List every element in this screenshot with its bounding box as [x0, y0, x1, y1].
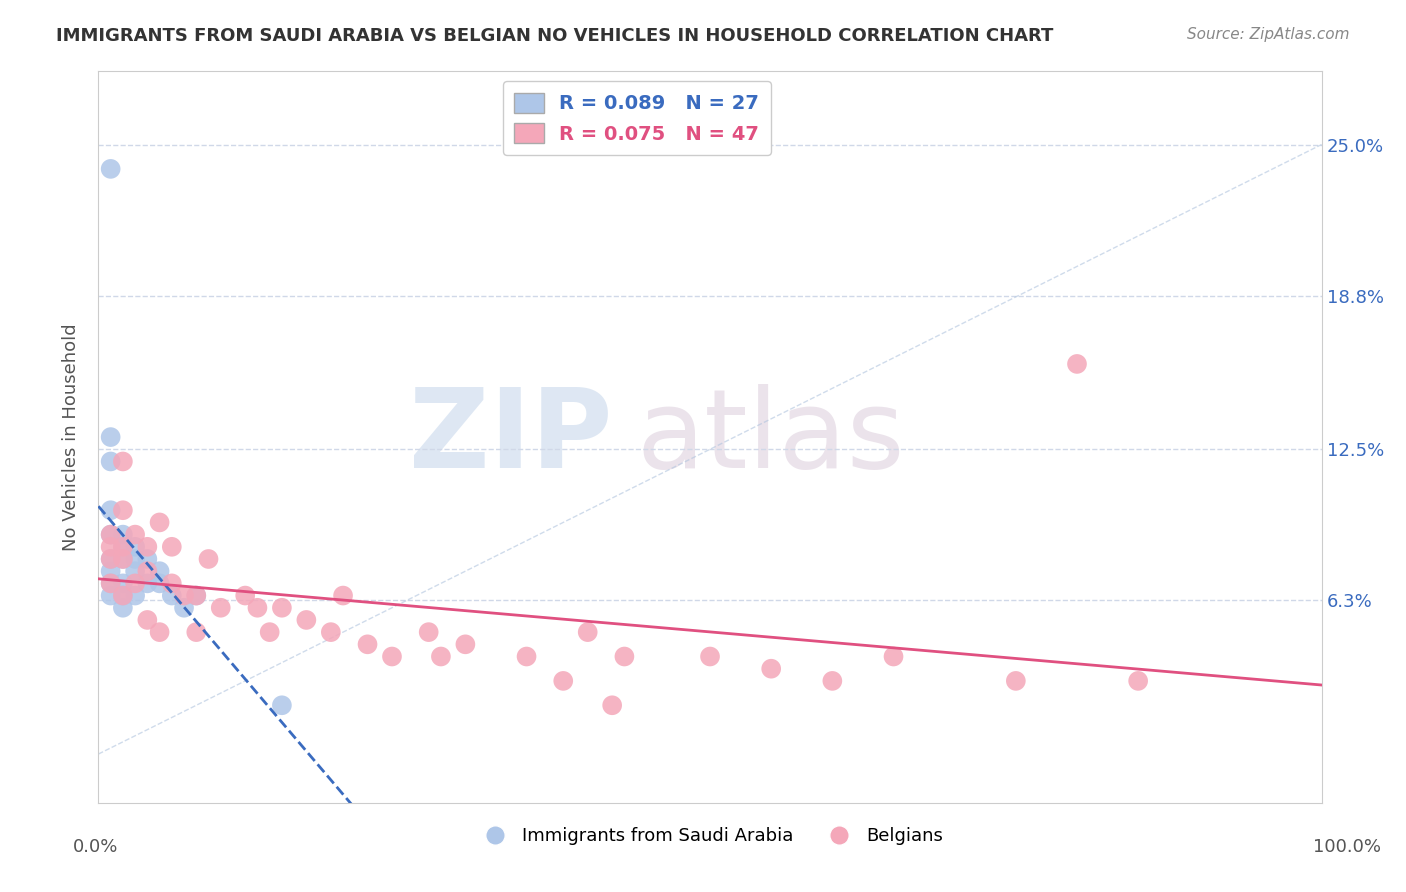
- Point: [124, 589, 146, 603]
- Point: [100, 161, 122, 176]
- Point: [160, 589, 183, 603]
- Point: [246, 600, 269, 615]
- Text: 0.0%: 0.0%: [73, 838, 118, 855]
- Point: [136, 576, 159, 591]
- Point: [149, 564, 172, 578]
- Point: [100, 540, 122, 554]
- Point: [233, 589, 256, 603]
- Point: [553, 673, 575, 688]
- Point: [111, 552, 134, 566]
- Point: [100, 430, 122, 444]
- Point: [100, 589, 122, 603]
- Point: [173, 589, 195, 603]
- Text: IMMIGRANTS FROM SAUDI ARABIA VS BELGIAN NO VEHICLES IN HOUSEHOLD CORRELATION CHA: IMMIGRANTS FROM SAUDI ARABIA VS BELGIAN …: [56, 27, 1053, 45]
- Point: [186, 625, 208, 640]
- Point: [136, 552, 159, 566]
- Point: [1066, 357, 1088, 371]
- Point: [100, 576, 122, 591]
- Point: [136, 613, 159, 627]
- Point: [124, 540, 146, 554]
- Point: [883, 649, 905, 664]
- Point: [197, 552, 219, 566]
- Point: [430, 649, 453, 664]
- Text: 100.0%: 100.0%: [1313, 838, 1381, 855]
- Legend: Immigrants from Saudi Arabia, Belgians: Immigrants from Saudi Arabia, Belgians: [470, 820, 950, 852]
- Point: [124, 576, 146, 591]
- Point: [332, 589, 354, 603]
- Point: [259, 625, 281, 640]
- Point: [173, 600, 195, 615]
- Point: [454, 637, 477, 651]
- Point: [111, 600, 134, 615]
- Point: [100, 576, 122, 591]
- Point: [270, 698, 294, 713]
- Point: [356, 637, 378, 651]
- Point: [821, 673, 844, 688]
- Point: [149, 576, 172, 591]
- Point: [111, 503, 134, 517]
- Point: [124, 527, 146, 541]
- Point: [111, 540, 134, 554]
- Point: [186, 589, 208, 603]
- Point: [100, 503, 122, 517]
- Point: [136, 564, 159, 578]
- Point: [699, 649, 721, 664]
- Point: [100, 454, 122, 468]
- Point: [124, 564, 146, 578]
- Point: [100, 527, 122, 541]
- Point: [136, 540, 159, 554]
- Point: [100, 552, 122, 566]
- Point: [209, 600, 232, 615]
- Point: [600, 698, 623, 713]
- Point: [295, 613, 318, 627]
- Point: [576, 625, 599, 640]
- Point: [111, 552, 134, 566]
- Point: [111, 589, 134, 603]
- Y-axis label: No Vehicles in Household: No Vehicles in Household: [62, 323, 80, 551]
- Point: [111, 540, 134, 554]
- Point: [124, 552, 146, 566]
- Point: [111, 527, 134, 541]
- Point: [1128, 673, 1150, 688]
- Text: Source: ZipAtlas.com: Source: ZipAtlas.com: [1187, 27, 1350, 42]
- Point: [111, 589, 134, 603]
- Point: [160, 540, 183, 554]
- Point: [100, 552, 122, 566]
- Text: ZIP: ZIP: [409, 384, 612, 491]
- Point: [100, 564, 122, 578]
- Point: [418, 625, 440, 640]
- Point: [1004, 673, 1026, 688]
- Point: [381, 649, 404, 664]
- Point: [319, 625, 342, 640]
- Point: [515, 649, 537, 664]
- Point: [186, 589, 208, 603]
- Text: atlas: atlas: [637, 384, 905, 491]
- Point: [160, 576, 183, 591]
- Point: [761, 662, 783, 676]
- Point: [270, 600, 294, 615]
- Point: [111, 576, 134, 591]
- Point: [613, 649, 636, 664]
- Point: [111, 454, 134, 468]
- Point: [149, 625, 172, 640]
- Point: [149, 516, 172, 530]
- Point: [100, 527, 122, 541]
